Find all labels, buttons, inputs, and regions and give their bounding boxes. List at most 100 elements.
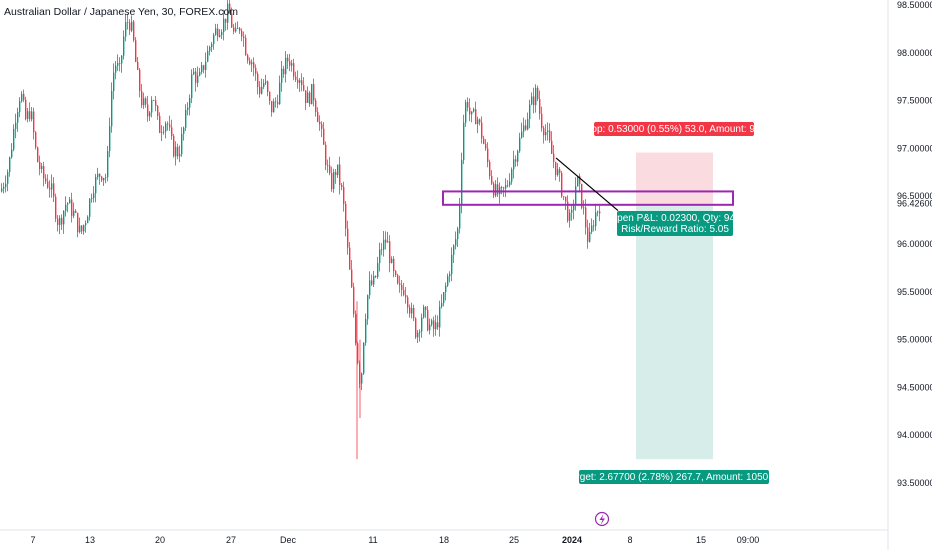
candle-body xyxy=(325,144,327,166)
candle-body xyxy=(1,188,3,192)
candle-body xyxy=(193,71,195,75)
candle-body xyxy=(569,212,571,221)
candle-body xyxy=(435,322,437,330)
y-tick-label: 96.50000 xyxy=(897,191,932,201)
candle-body xyxy=(47,181,49,188)
candle-body xyxy=(63,210,65,225)
candle-body xyxy=(163,131,165,133)
candle-body xyxy=(89,198,91,217)
candle-body xyxy=(477,119,479,125)
candle-body xyxy=(543,128,545,136)
candle-body xyxy=(463,122,465,161)
candle-body xyxy=(433,320,435,330)
candle-body xyxy=(9,157,11,173)
candle-body xyxy=(15,122,17,129)
candle-body xyxy=(327,165,329,166)
candle-body xyxy=(527,119,529,130)
candle-body xyxy=(209,47,211,51)
candle-body xyxy=(171,127,173,136)
candle-body xyxy=(591,225,593,232)
y-tick-label: 95.50000 xyxy=(897,287,932,297)
x-tick-label: 13 xyxy=(85,535,95,545)
candle-body xyxy=(255,67,257,74)
x-tick-label: 15 xyxy=(696,535,706,545)
candle-body xyxy=(349,247,351,270)
candle-body xyxy=(191,74,193,99)
candle-body xyxy=(377,263,379,277)
candle-body xyxy=(253,62,255,68)
candle-body xyxy=(545,132,547,136)
candle-body xyxy=(7,172,9,184)
candle-body xyxy=(509,181,511,186)
candle-body xyxy=(149,112,151,117)
stop-label-text: Stop: 0.53000 (0.55%) 53.0, Amount: 990 xyxy=(582,124,766,135)
x-tick-label: 25 xyxy=(509,535,519,545)
candle-body xyxy=(533,96,535,106)
candle-body xyxy=(51,183,53,190)
position-labels: Stop: 0.53000 (0.55%) 53.0, Amount: 990 O… xyxy=(566,122,783,484)
candle-body xyxy=(303,85,305,91)
candle-body xyxy=(479,119,481,123)
candle-body xyxy=(153,100,155,101)
x-tick-label: 7 xyxy=(30,535,35,545)
y-tick-label: 94.50000 xyxy=(897,382,932,392)
candle-body xyxy=(417,332,419,338)
candle-body xyxy=(565,196,567,202)
candle-body xyxy=(447,276,449,286)
x-tick-label: 27 xyxy=(226,535,236,545)
candle-body xyxy=(43,166,45,179)
candle-body xyxy=(73,210,75,216)
candle-body xyxy=(337,164,339,176)
candle-body xyxy=(345,203,347,229)
candle-body xyxy=(183,127,185,134)
candle-body xyxy=(219,35,221,37)
candle-body xyxy=(265,81,267,84)
candle-body xyxy=(13,128,15,150)
candle-body xyxy=(83,225,85,232)
candle-body xyxy=(319,121,321,125)
candle-body xyxy=(177,146,179,157)
y-tick-label: 97.50000 xyxy=(897,96,932,106)
target-label-text: Target: 2.67700 (2.78%) 267.7, Amount: 1… xyxy=(566,472,783,483)
candle-body xyxy=(341,185,343,187)
candle-body xyxy=(121,55,123,64)
candle-body xyxy=(365,319,367,343)
candle-body xyxy=(211,44,213,48)
target-label-box xyxy=(579,470,769,484)
candle-body xyxy=(159,116,161,133)
candle-body xyxy=(517,151,519,162)
candle-body xyxy=(375,275,377,277)
candle-body xyxy=(315,100,317,112)
candle-body xyxy=(457,228,459,240)
candle-body xyxy=(243,36,245,38)
candle-body xyxy=(371,280,373,285)
candle-body xyxy=(511,169,513,182)
candle-body xyxy=(215,28,217,35)
candle-body xyxy=(115,65,117,73)
candle-body xyxy=(503,187,505,189)
candle-body xyxy=(125,22,127,37)
candle-body xyxy=(557,169,559,175)
candle-body xyxy=(179,154,181,157)
candle-body xyxy=(393,258,395,271)
candle-body xyxy=(261,86,263,94)
candle-body xyxy=(257,73,259,87)
candle-body xyxy=(157,106,159,117)
candle-body xyxy=(577,175,579,187)
candle-body xyxy=(573,205,575,210)
time-axis: 7 13 20 27 Dec 11 18 25 2024 8 15 09:00 xyxy=(0,511,888,545)
candle-body xyxy=(297,79,299,83)
candle-body xyxy=(247,55,249,61)
candle-body xyxy=(547,130,549,133)
x-tick-label: 20 xyxy=(155,535,165,545)
candle-body xyxy=(541,113,543,129)
candle-body xyxy=(519,137,521,152)
candle-body xyxy=(135,40,137,62)
y-tick-label: 98.00000 xyxy=(897,48,932,58)
y-tick-label: 98.50000 xyxy=(897,0,932,10)
candle-body xyxy=(213,34,215,45)
candle-body xyxy=(107,150,109,178)
candle-body xyxy=(291,63,293,66)
candle-body xyxy=(443,292,445,304)
